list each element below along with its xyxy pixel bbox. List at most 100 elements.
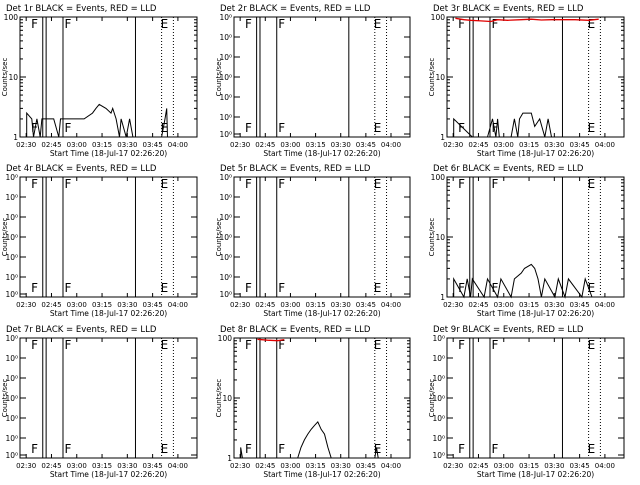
- y-axis-label: Counts/sec: [1, 218, 9, 257]
- flag-label: F: [278, 338, 285, 352]
- flag-label: F: [245, 121, 252, 135]
- panel-title: Det 3r BLACK = Events, RED = LLD: [433, 4, 584, 14]
- y-tick-label: 10: [435, 233, 445, 242]
- lld-series-line: [455, 17, 599, 23]
- flag-label: F: [458, 177, 465, 191]
- flag-label: F: [278, 17, 285, 31]
- x-tick-label: 04:00: [381, 301, 401, 309]
- flag-label: E: [588, 281, 596, 295]
- x-tick-label: 02:45: [468, 301, 488, 309]
- flag-label: F: [31, 177, 38, 191]
- plot-frame: [446, 337, 625, 459]
- flag-label: F: [64, 121, 71, 135]
- x-tick-label: 04:00: [595, 301, 615, 309]
- flag-label: F: [64, 17, 71, 31]
- y-tick-label: 10⁰: [5, 253, 18, 262]
- x-tick-label: 03:45: [356, 141, 376, 149]
- plot-frame: [19, 16, 198, 138]
- y-tick-label: 10⁰: [219, 273, 232, 282]
- flag-label: E: [588, 121, 596, 135]
- x-axis-label: Start Time (18-Jul-17 02:26:20): [50, 309, 167, 318]
- flag-label: F: [491, 281, 498, 295]
- y-tick-label: 10⁰: [5, 394, 18, 403]
- x-tick-label: 04:00: [168, 462, 188, 470]
- x-tick-label: 02:45: [41, 301, 61, 309]
- x-tick-label: 02:45: [468, 141, 488, 149]
- flag-label: E: [374, 338, 382, 352]
- flag-label: E: [374, 177, 382, 191]
- flag-label: E: [588, 442, 596, 456]
- x-tick-label: 02:45: [255, 462, 275, 470]
- flag-label: F: [31, 121, 38, 135]
- x-tick-label: 04:00: [168, 301, 188, 309]
- y-axis-label: Counts/sec: [1, 379, 9, 418]
- plot-frame: [19, 337, 198, 459]
- x-tick-label: 04:00: [595, 462, 615, 470]
- flag-label: E: [588, 338, 596, 352]
- flag-label: F: [491, 121, 498, 135]
- flag-label: F: [491, 177, 498, 191]
- y-axis-label: Counts/sec: [215, 218, 223, 257]
- x-tick-label: 03:15: [305, 462, 325, 470]
- y-axis-label: Counts/sec: [215, 58, 223, 97]
- x-tick-label: 02:30: [230, 141, 250, 149]
- events-series-line: [453, 112, 555, 138]
- x-tick-label: 03:15: [305, 141, 325, 149]
- x-tick-label: 03:45: [356, 301, 376, 309]
- y-tick-label: 10⁰: [219, 113, 232, 122]
- y-tick-label: 10⁰: [219, 193, 232, 202]
- x-axis-label: Start Time (18-Jul-17 02:26:20): [263, 149, 380, 158]
- y-tick-label: 10⁰: [219, 13, 232, 22]
- y-tick-label: 10⁰: [219, 233, 232, 242]
- flag-label: E: [161, 442, 169, 456]
- flag-label: F: [245, 338, 252, 352]
- flag-label: E: [161, 177, 169, 191]
- panel-title: Det 9r BLACK = Events, RED = LLD: [433, 325, 584, 335]
- x-tick-label: 03:15: [519, 462, 539, 470]
- flag-label: F: [458, 338, 465, 352]
- y-tick-label: 100: [4, 13, 19, 22]
- x-tick-label: 02:30: [443, 462, 463, 470]
- y-tick-label: 10⁰: [219, 130, 232, 139]
- flag-label: E: [374, 442, 382, 456]
- flag-label: F: [64, 281, 71, 295]
- panel-2: Det 2r BLACK = Events, RED = LLD Counts/s…: [215, 4, 411, 158]
- x-tick-label: 03:30: [117, 141, 137, 149]
- panel-5: Det 5r BLACK = Events, RED = LLD Counts/s…: [215, 164, 411, 318]
- plot-frame: [19, 176, 198, 298]
- y-tick-label: 10⁰: [432, 434, 445, 443]
- flag-label: F: [491, 442, 498, 456]
- y-tick-label: 100: [431, 13, 446, 22]
- x-tick-label: 03:30: [544, 462, 564, 470]
- x-tick-label: 03:00: [67, 462, 87, 470]
- plot-frame: [446, 16, 625, 138]
- x-tick-label: 03:00: [494, 141, 514, 149]
- y-tick-label: 10: [435, 73, 445, 82]
- x-tick-label: 03:15: [92, 301, 112, 309]
- y-tick-label: 10⁰: [5, 354, 18, 363]
- plot-frame: [233, 176, 411, 298]
- x-tick-label: 02:30: [16, 301, 36, 309]
- y-tick-label: 10⁰: [219, 93, 232, 102]
- x-tick-label: 02:45: [468, 462, 488, 470]
- flag-label: F: [458, 17, 465, 31]
- y-tick-label: 10⁰: [432, 394, 445, 403]
- x-tick-label: 03:00: [67, 141, 87, 149]
- flag-label: F: [31, 17, 38, 31]
- x-tick-label: 03:45: [143, 462, 163, 470]
- y-tick-label: 10⁰: [5, 374, 18, 383]
- panel-9: Det 9r BLACK = Events, RED = LLD Counts/s…: [428, 325, 625, 479]
- x-tick-label: 03:00: [280, 462, 300, 470]
- events-series-line: [240, 421, 379, 459]
- panel-title: Det 5r BLACK = Events, RED = LLD: [220, 164, 371, 174]
- y-tick-label: 10⁰: [5, 173, 18, 182]
- y-tick-label: 10⁰: [5, 434, 18, 443]
- x-tick-label: 02:45: [255, 301, 275, 309]
- flag-label: F: [31, 442, 38, 456]
- x-tick-label: 03:15: [92, 462, 112, 470]
- plot-frame: [233, 16, 411, 138]
- y-axis-label: Counts/sec: [428, 379, 436, 418]
- x-axis-label: Start Time (18-Jul-17 02:26:20): [50, 470, 167, 479]
- panel-8: Det 8r BLACK = Events, RED = LLD Counts/s…: [215, 325, 411, 479]
